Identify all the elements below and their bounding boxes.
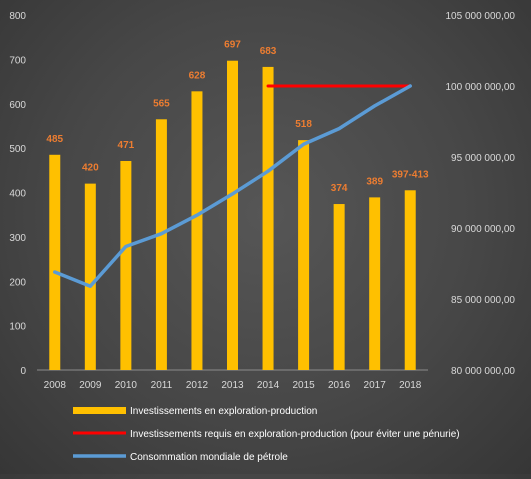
x-axis-tick-label: 2012 — [186, 380, 209, 391]
bar — [49, 154, 61, 370]
x-axis-tick-label: 2015 — [292, 380, 315, 391]
bar-data-label: 628 — [189, 70, 206, 81]
right-axis-tick-label: 100 000 000,00 — [445, 82, 515, 93]
x-axis-tick-label: 2014 — [257, 380, 280, 391]
right-axis-tick-label: 80 000 000,00 — [451, 366, 515, 377]
left-axis-tick-label: 400 — [9, 189, 26, 200]
legend-label: Investissements requis en exploration-pr… — [130, 429, 460, 440]
left-axis-tick-label: 500 — [9, 144, 26, 155]
left-axis-tick-label: 700 — [9, 55, 26, 66]
legend-swatch-investments — [73, 407, 126, 414]
right-axis-tick-label: 85 000 000,00 — [451, 295, 515, 306]
bar — [191, 91, 203, 370]
left-axis-tick-label: 600 — [9, 100, 26, 111]
left-axis-tick-label: 0 — [20, 366, 26, 377]
series-line-oil-consumption — [53, 84, 412, 288]
x-axis-tick-label: 2017 — [364, 380, 387, 391]
x-axis-tick-label: 2010 — [115, 380, 138, 391]
bar-data-label: 683 — [260, 46, 277, 57]
bar — [227, 60, 238, 371]
bar-data-label: 397-413 — [392, 169, 429, 180]
bar-data-label: 485 — [46, 134, 63, 145]
x-axis-tick-label: 2008 — [44, 380, 67, 391]
bar — [404, 190, 416, 370]
legend-label: Consommation mondiale de pétrole — [130, 452, 288, 463]
x-axis-tick-label: 2016 — [328, 380, 351, 391]
bar-data-label: 389 — [366, 176, 383, 187]
bar — [155, 119, 167, 370]
right-axis-tick-label: 90 000 000,00 — [451, 224, 515, 235]
legend-label: Investissements en exploration-productio… — [130, 406, 317, 417]
bar — [369, 197, 381, 370]
bar — [262, 66, 274, 370]
bar-data-label: 697 — [224, 40, 241, 51]
right-axis-tick-label: 105 000 000,00 — [445, 11, 515, 22]
bar — [120, 160, 132, 370]
bar-data-label: 471 — [118, 140, 135, 151]
bar-data-label: 374 — [331, 183, 348, 194]
bar-data-label: 420 — [82, 163, 99, 174]
x-axis-tick-label: 2011 — [151, 380, 173, 391]
bar — [84, 183, 96, 370]
left-axis-tick-label: 200 — [9, 277, 26, 288]
x-axis-tick-label: 2013 — [221, 380, 244, 391]
left-axis-tick-label: 800 — [9, 11, 26, 22]
bar-data-label: 518 — [295, 119, 312, 130]
left-axis-tick-label: 300 — [9, 233, 26, 244]
right-axis-tick-label: 95 000 000,00 — [451, 153, 515, 164]
x-axis-tick-label: 2009 — [79, 380, 102, 391]
bar — [333, 204, 345, 370]
left-axis-tick-label: 100 — [9, 322, 26, 333]
bar-data-label: 565 — [153, 98, 170, 109]
bar — [298, 140, 310, 370]
x-axis-tick-label: 2018 — [399, 380, 422, 391]
